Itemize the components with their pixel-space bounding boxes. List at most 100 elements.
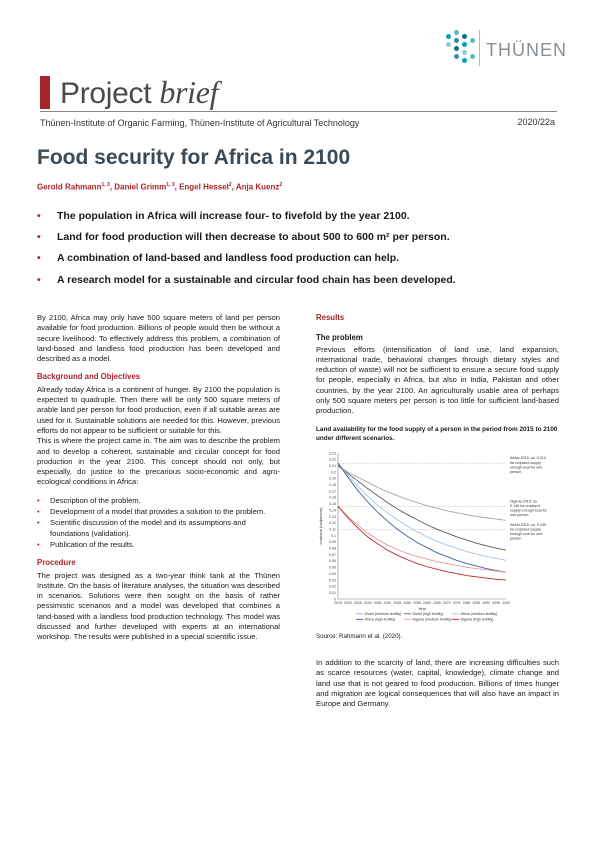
y-tick-label: 0,09 bbox=[329, 540, 336, 544]
x-tick-label: 2075 bbox=[453, 601, 461, 605]
key-point: Land for food production will then decre… bbox=[37, 231, 557, 244]
y-tick-label: 0,01 bbox=[329, 591, 336, 595]
x-tick-label: 2015 bbox=[334, 601, 342, 605]
x-tick-label: 2050 bbox=[403, 601, 411, 605]
right-column: Results The problem Previous efforts (in… bbox=[316, 313, 559, 717]
y-tick-label: 0,13 bbox=[329, 514, 336, 518]
figure-caption: Land availability for the food supply of… bbox=[316, 425, 558, 442]
key-point: The population in Africa will increase f… bbox=[37, 210, 557, 223]
y-axis-label: cropland (ha/person) bbox=[318, 507, 323, 545]
y-tick-label: 0,08 bbox=[329, 546, 336, 550]
key-point: A combination of land-based and landless… bbox=[37, 252, 557, 265]
intro-paragraph: By 2100, Africa may only have 500 square… bbox=[37, 313, 280, 364]
logo-dot bbox=[454, 46, 459, 51]
chart-svg: 0 0,01 0,02 0,03 0,04 0,05 0,06 0,07 0,08 0,09 0,1… bbox=[318, 451, 548, 621]
brand-word: Project bbox=[60, 77, 152, 110]
x-tick-label: 2045 bbox=[393, 601, 401, 605]
y-tick-label: 0,15 bbox=[329, 502, 336, 506]
y-tick-label: 0,04 bbox=[329, 572, 336, 576]
author-affiliation: 2 bbox=[228, 182, 232, 188]
results-heading: Results bbox=[316, 313, 345, 322]
y-tick-label: 0,12 bbox=[329, 521, 336, 525]
author-name: Gerold Rahmann bbox=[37, 182, 102, 192]
closing-paragraph: In addition to the scarcity of land, the… bbox=[316, 657, 559, 709]
authors-line: Gerold Rahmann1, 3, Daniel Grimm1, 3, En… bbox=[37, 182, 283, 192]
logo-dot bbox=[454, 38, 459, 43]
y-tick-label: 0,05 bbox=[329, 565, 336, 569]
logo-dot bbox=[454, 54, 459, 59]
logo-dot bbox=[470, 54, 475, 59]
x-tick-label: 2065 bbox=[433, 601, 441, 605]
legend-entry: World (high fertility) bbox=[413, 612, 444, 616]
figure-source: Source: Rahmann et al. (2020). bbox=[316, 632, 403, 640]
x-tick-label: 2070 bbox=[443, 601, 451, 605]
series-line bbox=[337, 505, 507, 581]
x-tick-label: 2030 bbox=[364, 601, 372, 605]
list-item: Publication of the results. bbox=[37, 540, 280, 551]
legend-entry: Nigeria (medium fertility) bbox=[413, 617, 452, 621]
list-item: Description of the problem. bbox=[37, 496, 280, 507]
y-tick-label: 0,07 bbox=[329, 553, 336, 557]
brand-red-bar bbox=[40, 76, 50, 109]
y-tick-label: 0,1 bbox=[331, 533, 336, 537]
y-tick-label: 0 bbox=[334, 597, 336, 601]
procedure-paragraph: The project was designed as a two-year t… bbox=[37, 570, 280, 642]
y-tick-label: 0,2 bbox=[331, 470, 336, 474]
x-tick-label: 2080 bbox=[463, 601, 471, 605]
logo-dot bbox=[462, 58, 467, 63]
x-tick-label: 2055 bbox=[413, 601, 421, 605]
x-tick-label: 2025 bbox=[354, 601, 362, 605]
list-item: Development of a model that provides a s… bbox=[37, 507, 280, 518]
y-tick-label: 0,11 bbox=[329, 527, 336, 531]
thuenen-logo: THÜNEN bbox=[442, 28, 567, 68]
x-tick-label: 2060 bbox=[423, 601, 431, 605]
background-paragraph-2: This is where the project came in. The a… bbox=[37, 436, 280, 487]
logo-dot bbox=[462, 50, 467, 55]
key-point: A research model for a sustainable and c… bbox=[37, 274, 557, 287]
x-tick-label: 2020 bbox=[344, 601, 352, 605]
y-tick-label: 0,06 bbox=[329, 559, 336, 563]
x-tick-label: 2085 bbox=[472, 601, 480, 605]
x-tick-label: 2040 bbox=[384, 601, 392, 605]
y-tick-label: 0,23 bbox=[329, 451, 336, 455]
series-line bbox=[337, 462, 507, 573]
logo-dot bbox=[454, 30, 459, 35]
author-name: Engel Hessel bbox=[179, 182, 229, 192]
key-points-list: The population in Africa will increase f… bbox=[37, 210, 557, 295]
reference-label: Africa 2015: ca. 0,214 ha cropland supply… bbox=[510, 456, 546, 474]
x-tick-label: 2035 bbox=[374, 601, 382, 605]
list-item: Scientific discussion of the model and i… bbox=[37, 518, 280, 539]
y-tick-label: 0,19 bbox=[329, 476, 336, 480]
author-affiliation: 1, 3 bbox=[166, 182, 175, 188]
y-tick-label: 0,22 bbox=[329, 457, 336, 461]
brand-italic: brief bbox=[159, 74, 219, 110]
y-tick-label: 0,21 bbox=[329, 464, 336, 468]
author-affiliation: 2 bbox=[279, 182, 283, 188]
reference-label: Nigeria 2015: ca. 0,146 ha cropland supply… bbox=[510, 499, 548, 517]
series-line bbox=[337, 465, 507, 551]
logo-dot bbox=[446, 42, 451, 47]
series-line bbox=[337, 464, 507, 521]
land-availability-chart: 0 0,01 0,02 0,03 0,04 0,05 0,06 0,07 0,08 0,09 0,1… bbox=[316, 449, 559, 629]
x-tick-label: 2095 bbox=[492, 601, 500, 605]
legend-entry: Nigeria (high fertility) bbox=[461, 617, 494, 621]
x-axis-label: Year bbox=[418, 606, 427, 611]
logo-dots-icon bbox=[442, 28, 478, 68]
page-title: Food security for Africa in 2100 bbox=[37, 146, 351, 169]
series-line bbox=[337, 505, 507, 573]
logo-dot bbox=[446, 34, 451, 39]
background-paragraph-1: Already today Africa is a continent of h… bbox=[37, 384, 280, 435]
left-column: By 2100, Africa may only have 500 square… bbox=[37, 313, 280, 651]
logo-divider bbox=[479, 30, 480, 66]
y-tick-label: 0,18 bbox=[329, 483, 336, 487]
legend-entry: World (medium fertility) bbox=[365, 612, 402, 616]
series-line bbox=[337, 462, 507, 561]
y-tick-label: 0,03 bbox=[329, 578, 336, 582]
logo-dot bbox=[462, 34, 467, 39]
legend-entry: Africa (high fertility) bbox=[365, 617, 396, 621]
problem-paragraph: Previous efforts (intensification of lan… bbox=[316, 344, 559, 416]
header-rule bbox=[40, 111, 557, 112]
y-tick-label: 0,02 bbox=[329, 584, 336, 588]
background-heading: Background and Objectives bbox=[37, 372, 141, 382]
author-name: Daniel Grimm bbox=[114, 182, 167, 192]
